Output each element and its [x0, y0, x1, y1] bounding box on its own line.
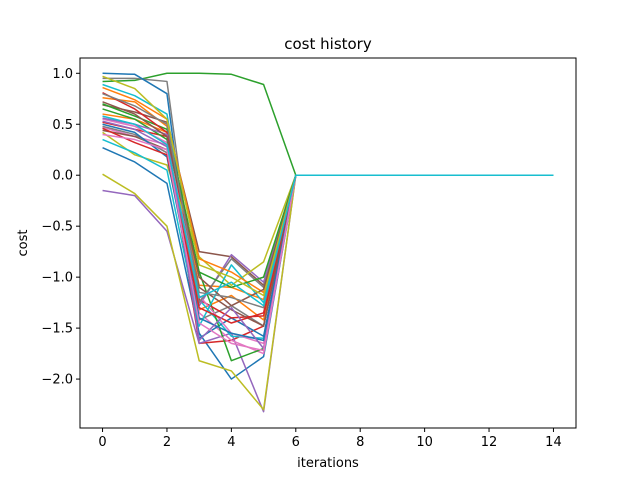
y-tick-label: −1.0 [41, 271, 73, 286]
x-tick-label: 8 [356, 435, 364, 450]
x-tick-label: 4 [227, 435, 235, 450]
y-axis: −2.0 −1.5 −1.0 −0.5 0.0 0.5 1.0 [41, 67, 80, 388]
y-tick-label: 0.5 [52, 118, 73, 133]
y-axis-label: cost [16, 230, 31, 257]
x-tick-label: 14 [545, 435, 562, 450]
x-axis-label: iterations [297, 456, 359, 471]
y-tick-label: 1.0 [52, 67, 73, 82]
series-line [102, 115, 554, 307]
y-tick-label: −2.0 [41, 373, 73, 388]
chart-title: cost history [284, 35, 372, 53]
x-tick-label: 2 [163, 435, 171, 450]
x-tick-label: 12 [481, 435, 498, 450]
x-tick-label: 6 [292, 435, 300, 450]
x-tick-label: 10 [416, 435, 433, 450]
x-axis: 0 2 4 6 8 10 12 14 [98, 428, 562, 450]
y-tick-label: −0.5 [41, 220, 73, 235]
y-tick-label: 0.0 [52, 169, 73, 184]
plot-frame [79, 57, 577, 429]
series-layer [102, 72, 554, 413]
y-tick-label: −1.5 [41, 322, 73, 337]
x-tick-label: 0 [98, 435, 106, 450]
